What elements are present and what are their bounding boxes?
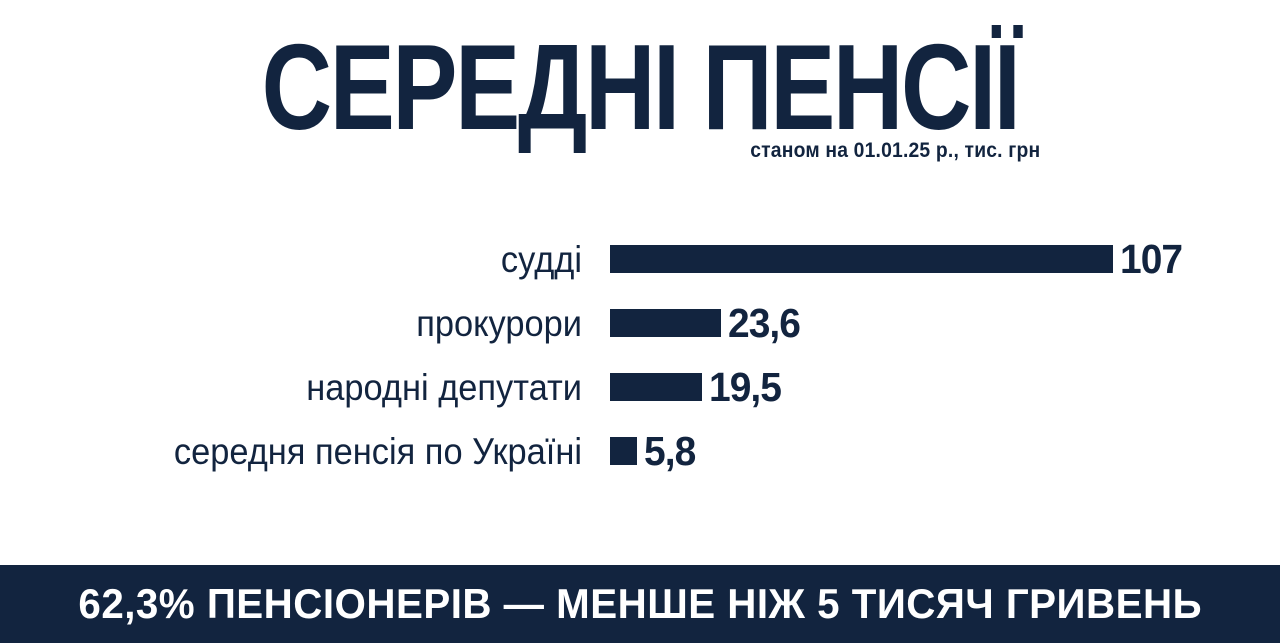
bar-category-label: судді [500, 238, 582, 280]
chart-subtitle-date-units: станом на 01.01.25 р., тис. грн [749, 139, 1040, 162]
bar-category-label: середня пенсія по Україні [173, 430, 582, 472]
bar-value-label: 107 [1120, 235, 1183, 282]
bar-category-label: народні депутати [306, 366, 582, 408]
page-title: СЕРЕДНІ ПЕНСІЇ [261, 19, 1021, 155]
bar [610, 373, 702, 401]
bar-value-label: 23,6 [728, 299, 801, 346]
bar [610, 309, 721, 337]
bar-row: прокурори 23,6 [0, 301, 1280, 345]
bar [610, 437, 637, 465]
bar-row: народні депутати 19,5 [0, 365, 1280, 409]
footer-statistic-text: 62,3% ПЕНСІОНЕРІВ — МЕНШЕ НІЖ 5 ТИСЯЧ ГР… [78, 580, 1202, 627]
bar-category-label: прокурори [416, 302, 582, 344]
bar-row: судді 107 [0, 237, 1280, 281]
footer-banner: 62,3% ПЕНСІОНЕРІВ — МЕНШЕ НІЖ 5 ТИСЯЧ ГР… [0, 565, 1280, 643]
bar-row: середня пенсія по Україні 5,8 [0, 429, 1280, 473]
bar [610, 245, 1113, 273]
bar-chart: судді 107 прокурори 23,6 народні депутат… [0, 237, 1280, 493]
bar-value-label: 19,5 [709, 363, 782, 410]
bar-value-label: 5,8 [644, 427, 696, 474]
